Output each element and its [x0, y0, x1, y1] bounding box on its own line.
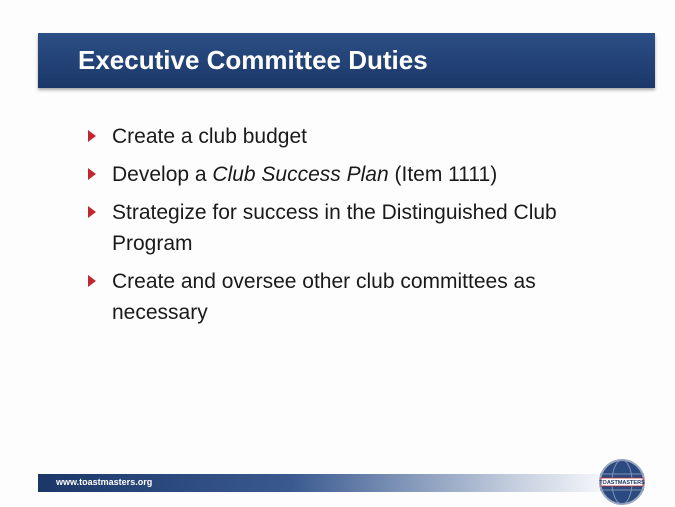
bullet-marker	[88, 275, 96, 287]
bullet-text: (Item 1111)	[388, 163, 498, 186]
title-bar: Executive Committee Duties	[38, 33, 655, 88]
bullet-item: Create a club budget	[88, 121, 588, 152]
bullet-text: Develop a	[112, 163, 213, 186]
bullet-marker	[88, 168, 96, 180]
bullet-item: Strategize for success in the Distinguis…	[88, 197, 588, 259]
logo: TOASTMASTERS	[599, 459, 645, 505]
bullet-list: Create a club budget Develop a Club Succe…	[88, 121, 588, 335]
bullet-item: Develop a Club Success Plan (Item 1111)	[88, 159, 588, 190]
title: Executive Committee Duties	[78, 45, 428, 75]
bullet-text: Create and oversee other club committees…	[112, 270, 536, 324]
bullet-text: Strategize for success in the Distinguis…	[112, 201, 557, 255]
footer-url: www.toastmasters.org	[56, 477, 153, 487]
logo-text: TOASTMASTERS	[599, 480, 645, 486]
bullet-marker	[88, 130, 96, 142]
bullet-marker	[88, 206, 96, 218]
bullet-text: Create a club budget	[112, 125, 307, 148]
bullet-item: Create and oversee other club committees…	[88, 266, 588, 328]
footer-bar: www.toastmasters.org	[38, 474, 600, 492]
bullet-text: Club Success Plan	[212, 163, 389, 186]
